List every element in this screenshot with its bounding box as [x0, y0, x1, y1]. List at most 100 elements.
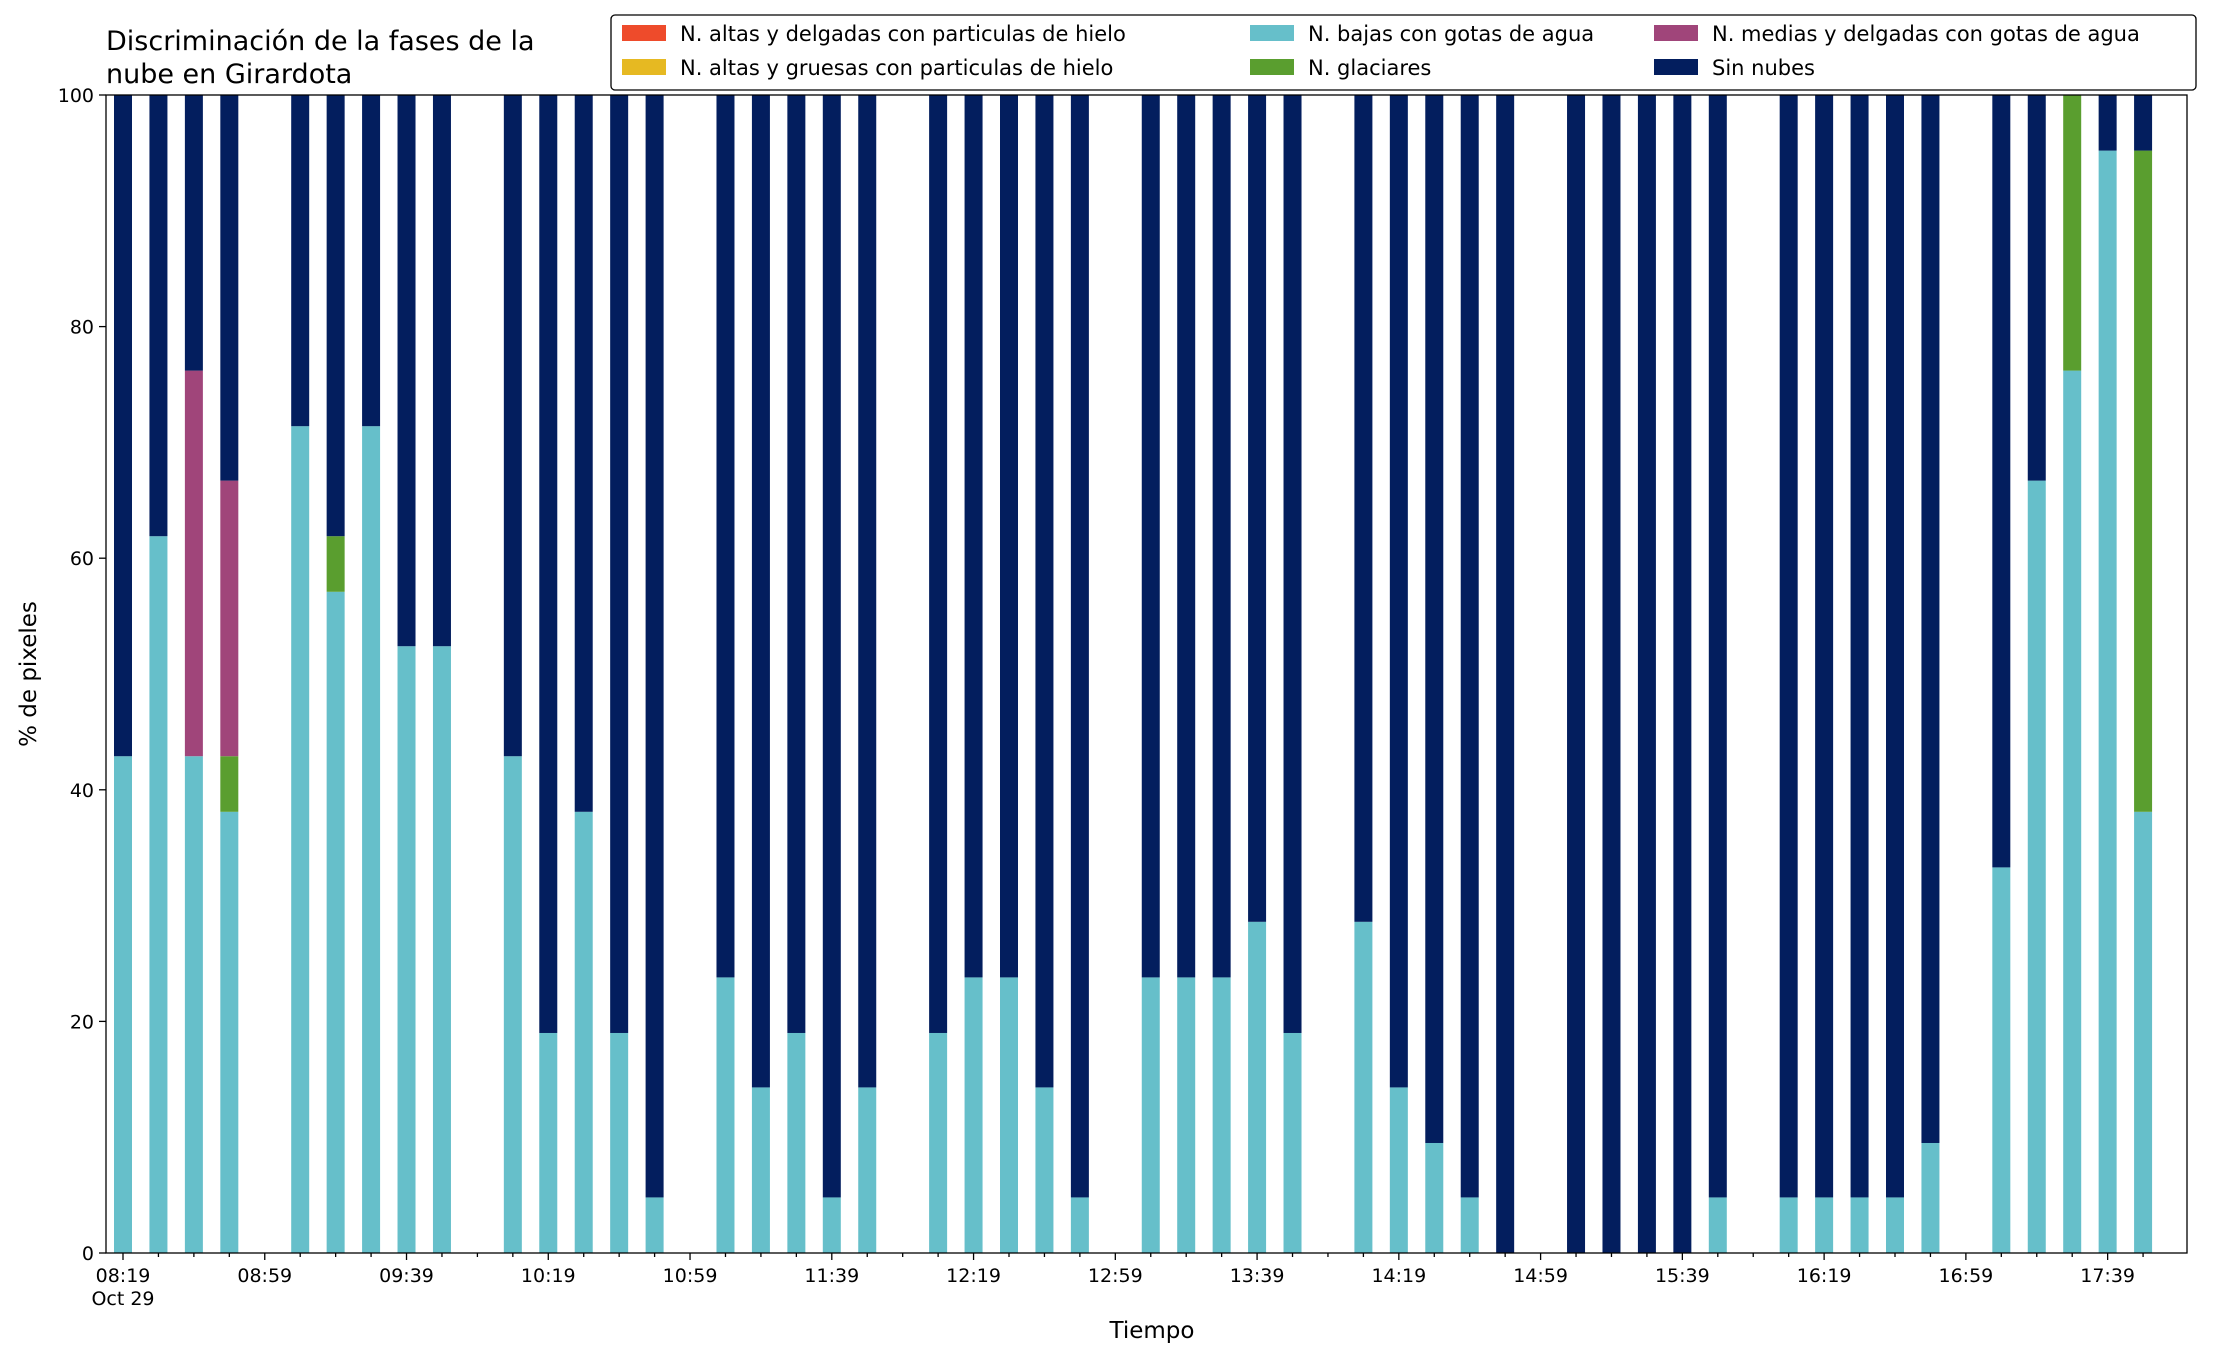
bar-segment-glaciares [326, 536, 345, 592]
bar-segment-sin [1389, 95, 1408, 1088]
x-tick-label: 08:59 [237, 1265, 292, 1287]
x-tick-label: 13:39 [1230, 1265, 1285, 1287]
bar-segment-sin [1708, 95, 1727, 1198]
legend-label-sin: Sin nubes [1712, 56, 1815, 80]
bar-segment-sin [929, 95, 948, 1033]
bar-segment-sin [432, 95, 451, 647]
legend-label-altas_gruesas: N. altas y gruesas con particulas de hie… [680, 56, 1113, 80]
bar-segment-sin [751, 95, 770, 1088]
bar-1424 [1389, 95, 1408, 1253]
bar-segment-bajas [1141, 977, 1160, 1253]
bar-segment-bajas [1283, 1032, 1302, 1253]
x-tick-label: 12:19 [946, 1265, 1001, 1287]
x-tick-label: 16:19 [1797, 1265, 1852, 1287]
legend-label-bajas: N. bajas con gotas de agua [1308, 22, 1594, 46]
bar-1014 [503, 95, 522, 1253]
bar-segment-sin [858, 95, 877, 1088]
chart-title-line-2: nube en Girardota [106, 59, 352, 90]
bar-1634 [1850, 95, 1869, 1253]
bar-0954 [432, 95, 451, 1253]
x-tick-label: 10:59 [663, 1265, 718, 1287]
bar-1054 [645, 95, 664, 1253]
bar-segment-sin [1283, 95, 1302, 1033]
bar-1644 [1886, 95, 1904, 1253]
bar-segment-sin [1779, 95, 1798, 1198]
bar-segment-sin [326, 95, 345, 537]
x-tick-label: 16:59 [1938, 1265, 1993, 1287]
bar-segment-bajas [1779, 1197, 1798, 1253]
bar-segment-bajas [1212, 977, 1231, 1253]
bar-1554 [1708, 95, 1727, 1253]
bar-segment-sin [539, 95, 558, 1033]
bar-segment-glaciares [220, 756, 239, 812]
legend-swatch-glaciares [1250, 59, 1294, 75]
legend: N. altas y delgadas con particulas de hi… [610, 14, 2197, 91]
bar-segment-sin [220, 95, 239, 481]
bar-segment-bajas [858, 1087, 877, 1253]
bar-1724 [2027, 95, 2046, 1253]
bar-segment-bajas [503, 756, 522, 1253]
x-tick-label: 09:39 [379, 1265, 434, 1287]
y-tick-label: 0 [82, 1243, 94, 1265]
bar-segment-sin [1141, 95, 1160, 978]
bar-1524 [1602, 95, 1621, 1253]
bar-1134 [787, 95, 806, 1253]
x-tick-label: 10:19 [521, 1265, 576, 1287]
bar-segment-bajas [114, 756, 132, 1253]
bar-0914 [291, 95, 310, 1253]
bar-1344 [1248, 95, 1267, 1253]
bar-segment-bajas [326, 591, 345, 1253]
x-tick-label: 17:39 [2080, 1265, 2135, 1287]
bar-segment-sin [1354, 95, 1373, 922]
bar-segment-bajas [645, 1197, 664, 1253]
bar-segment-sin [114, 95, 132, 757]
bar-1444 [1460, 95, 1479, 1253]
bar-segment-sin [1496, 95, 1515, 1253]
bar-segment-bajas [751, 1087, 770, 1253]
bar-segment-sin [2134, 95, 2153, 151]
bar-segment-sin [1212, 95, 1231, 978]
bar-1754 [2134, 95, 2153, 1253]
bar-segment-bajas [1921, 1142, 1940, 1253]
bar-segment-sin [184, 95, 203, 371]
y-tick-label: 40 [70, 780, 94, 802]
bar-1534 [1637, 95, 1656, 1253]
bar-segment-bajas [1070, 1197, 1089, 1253]
bar-0829 [149, 95, 168, 1253]
x-date-label: Oct 29 [91, 1288, 154, 1310]
bar-1214 [929, 95, 948, 1253]
bar-segment-sin [1070, 95, 1089, 1198]
bar-segment-sin [645, 95, 664, 1198]
bar-segment-sin [822, 95, 841, 1198]
bar-segment-sin [1248, 95, 1267, 922]
x-tick-label: 15:39 [1655, 1265, 1710, 1287]
bar-segment-bajas [1389, 1087, 1408, 1253]
bar-0944 [397, 95, 416, 1253]
bar-1654 [1921, 95, 1940, 1253]
bar-segment-bajas [1460, 1197, 1479, 1253]
bar-1124 [751, 95, 770, 1253]
bar-segment-sin [1567, 95, 1586, 1253]
bar-1234 [1000, 95, 1018, 1253]
bar-0819 [114, 95, 132, 1253]
legend-label-altas_delgadas: N. altas y delgadas con particulas de hi… [680, 22, 1126, 46]
bar-segment-bajas [1248, 921, 1267, 1253]
bar-segment-bajas [2027, 480, 2046, 1253]
bar-segment-sin [1850, 95, 1869, 1198]
bar-segment-bajas [397, 646, 416, 1253]
bar-1544 [1673, 95, 1692, 1253]
x-axis-title: Tiempo [1109, 1318, 1195, 1344]
bar-segment-sin [362, 95, 381, 427]
legend-swatch-altas_delgadas [622, 25, 666, 41]
y-tick-label: 100 [58, 85, 94, 107]
bar-0934 [362, 95, 381, 1253]
bar-1514 [1567, 95, 1586, 1253]
bar-1144 [822, 95, 841, 1253]
bar-1614 [1779, 95, 1798, 1253]
y-tick-label: 80 [70, 317, 94, 339]
bar-segment-bajas [2098, 150, 2117, 1254]
bar-segment-bajas [432, 646, 451, 1253]
y-axis: 0 20 40 60 80 100 [58, 85, 106, 1265]
bar-1324 [1177, 95, 1196, 1253]
